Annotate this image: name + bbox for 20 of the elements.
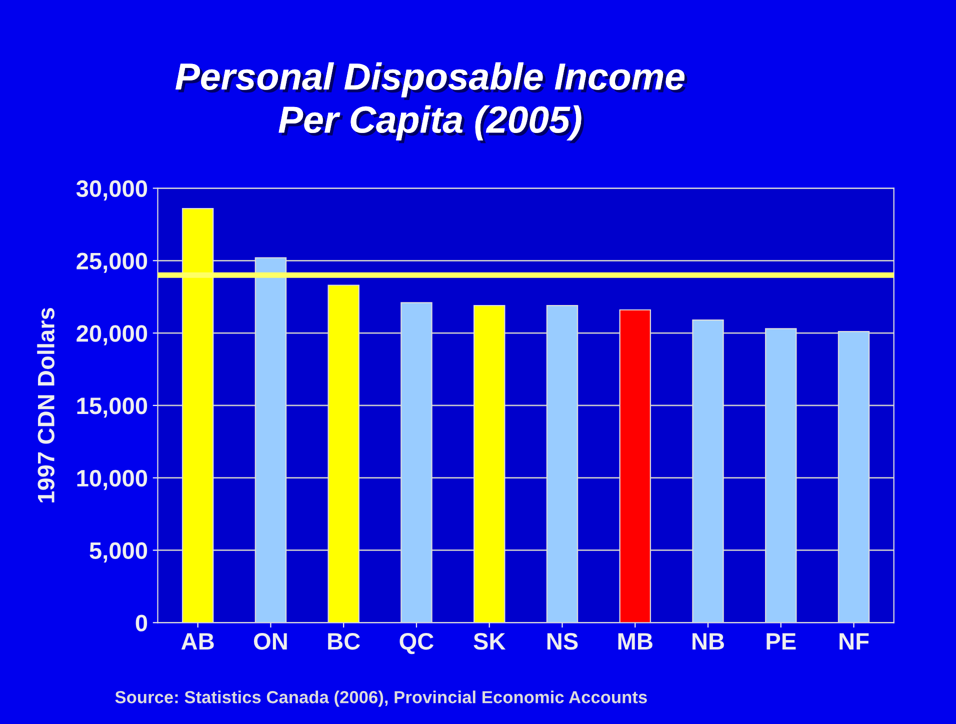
x-tick-label: QC (400, 632, 434, 654)
y-tick-label: 20,000 (76, 325, 148, 346)
chart-title: Personal Disposable Income Per Capita (2005) (176, 62, 688, 144)
x-tick-label: AB (181, 633, 214, 650)
x-tick-label: SK (474, 632, 506, 650)
y-tick-label: 0 (136, 614, 148, 632)
y-tick-label: 15,000 (77, 398, 148, 418)
y-axis-title: 1997 CDN Dollars (37, 308, 54, 502)
source-note: Source: Statistics Canada (2006), Provincial Economic Accounts (115, 690, 647, 707)
x-tick-label: BC (328, 632, 360, 650)
x-tick-label: PE (766, 633, 796, 650)
x-tick-label: MB (618, 633, 652, 650)
y-tick-label: 30,000 (76, 180, 148, 200)
y-tick-label: 5,000 (90, 542, 148, 562)
x-tick-label: ON (254, 632, 287, 650)
x-tick-label: NS (547, 632, 578, 650)
y-tick-label: 10,000 (77, 470, 148, 490)
x-tick-label: NB (692, 633, 724, 650)
x-tick-label: NF (840, 633, 869, 650)
y-tick-label: 25,000 (76, 252, 148, 273)
